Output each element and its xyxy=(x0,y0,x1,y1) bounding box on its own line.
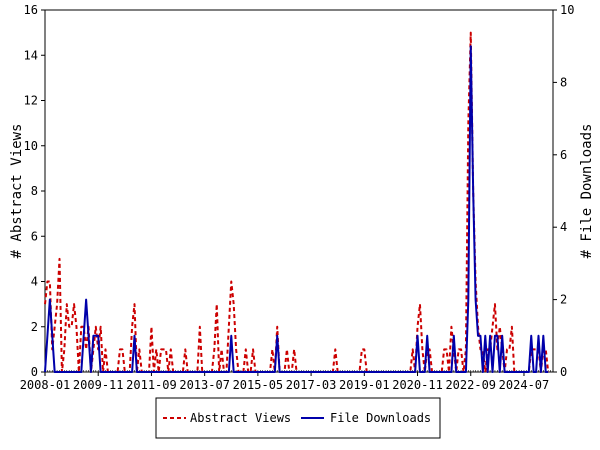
right-axis-title: # File Downloads xyxy=(579,124,595,259)
left-tick-label: 16 xyxy=(24,3,38,17)
series-line-file-downloads xyxy=(44,45,549,373)
legend: Abstract Views File Downloads xyxy=(155,397,441,439)
legend-box xyxy=(155,397,441,439)
x-tick-label: 2008-01 xyxy=(20,378,71,392)
x-tick-label: 2011-09 xyxy=(126,378,177,392)
x-tick-label: 2015-05 xyxy=(233,378,284,392)
right-tick-label: 8 xyxy=(560,75,567,89)
x-tick-label: 2013-07 xyxy=(179,378,230,392)
x-axis: 2008-01 2009-11 2011-09 2013-07 2015-05 2017-… xyxy=(20,370,554,392)
right-tick-label: 10 xyxy=(560,3,574,17)
x-tick-label: 2024-07 xyxy=(499,378,550,392)
x-tick-label: 2020-11 xyxy=(392,378,443,392)
left-tick-label: 4 xyxy=(31,275,38,289)
left-tick-label: 2 xyxy=(31,320,38,334)
left-tick-label: 8 xyxy=(31,184,38,198)
left-tick-label: 0 xyxy=(31,365,38,379)
x-tick-label: 2022-09 xyxy=(445,378,496,392)
x-tick-label: 2019-01 xyxy=(339,378,390,392)
right-tick-label: 4 xyxy=(560,220,567,234)
right-tick-label: 6 xyxy=(560,148,567,162)
series-layer xyxy=(44,31,550,373)
legend-label-abstract-views: Abstract Views xyxy=(190,411,291,425)
left-tick-label: 14 xyxy=(24,48,38,62)
left-tick-label: 10 xyxy=(24,139,38,153)
legend-label-file-downloads: File Downloads xyxy=(330,411,431,425)
left-y-axis: 0 2 4 6 8 10 12 14 16 xyxy=(24,3,45,379)
left-tick-label: 12 xyxy=(24,94,38,108)
right-tick-label: 2 xyxy=(560,293,567,307)
x-tick-label: 2017-03 xyxy=(286,378,337,392)
right-y-axis: 0 2 4 6 8 10 xyxy=(553,3,574,379)
left-axis-title: # Abstract Views xyxy=(9,124,25,259)
x-tick-label: 2009-11 xyxy=(73,378,124,392)
right-tick-label: 0 xyxy=(560,365,567,379)
left-tick-label: 6 xyxy=(31,229,38,243)
